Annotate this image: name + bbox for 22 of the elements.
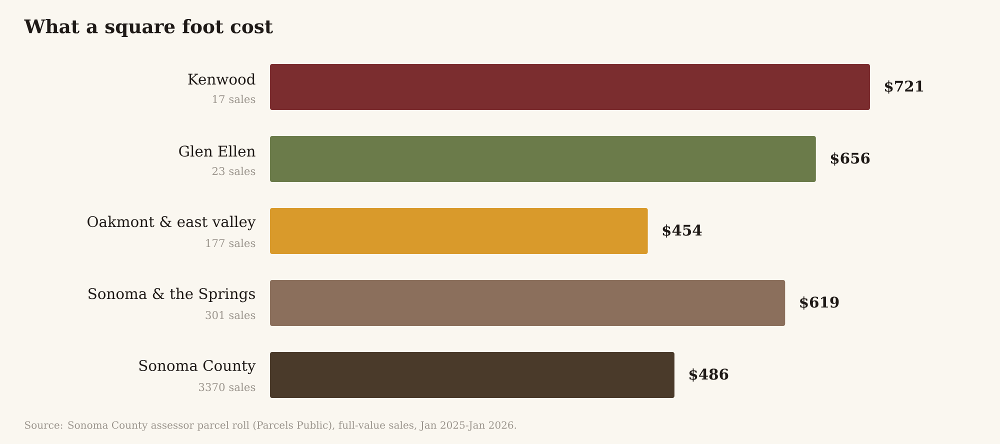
data-label: $619: [800, 296, 839, 310]
source-note: Source: Sonoma County assessor parcel roll (Parcels Public), full-value sales, Jan 2025-Jan 2026.: [25, 421, 516, 431]
bar: [270, 64, 870, 110]
bar: [270, 280, 786, 326]
data-label: $721: [885, 80, 924, 94]
bar: [270, 136, 816, 182]
text: 23 sales: [212, 166, 256, 176]
bar: [270, 352, 674, 398]
y-tick-label: Sonoma County: [139, 360, 256, 374]
text: 17 sales: [213, 94, 256, 104]
text: 3370 sales: [198, 382, 256, 392]
text: 301 sales: [206, 310, 256, 320]
chart-title: What a square foot cost: [24, 18, 273, 38]
data-label: $486: [689, 368, 728, 382]
y-tick-label: Sonoma & the Springs: [88, 288, 255, 302]
y-tick-label: Glen Ellen: [179, 145, 256, 157]
text: 177 sales: [206, 238, 256, 248]
data-label: $656: [830, 152, 870, 166]
y-tick-label: Oakmont & east valley: [88, 216, 256, 230]
data-label: $454: [662, 224, 702, 238]
y-tick-label: Kenwood: [188, 73, 256, 85]
bar: [270, 208, 648, 254]
